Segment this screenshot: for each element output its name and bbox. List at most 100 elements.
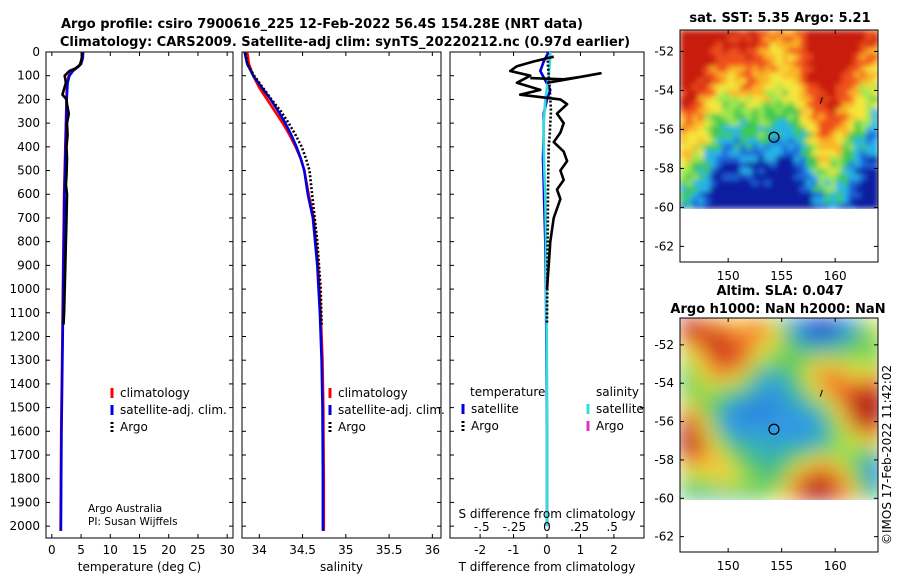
y-tick-label: 400 — [17, 140, 40, 154]
legend-label: Argo — [596, 419, 624, 433]
title-line-1: Argo profile: csiro 7900616_225 12-Feb-2… — [61, 17, 583, 32]
x-tick-label: 0 — [48, 543, 56, 557]
plot-frame — [241, 51, 442, 539]
y-tick-label: 900 — [17, 258, 40, 272]
legend-label: satellite — [471, 402, 519, 416]
y-tick-label: 800 — [17, 235, 40, 249]
legend-label: climatology — [120, 386, 190, 400]
x-axis-label: T difference from climatology — [458, 560, 636, 574]
sla-map-title-2: Argo h1000: NaN h2000: NaN — [670, 302, 885, 317]
map-y-tick-label: -54 — [654, 376, 674, 390]
top-axis-label: S difference from climatology — [459, 507, 636, 521]
top-tick-label: 0 — [543, 520, 551, 534]
x-tick-label: 0 — [543, 543, 551, 557]
y-tick-label: 500 — [17, 164, 40, 178]
map-x-tick-label: 160 — [824, 269, 847, 283]
x-tick-label: 35 — [338, 543, 353, 557]
map-y-tick-label: -58 — [654, 453, 674, 467]
x-tick-label: 15 — [132, 543, 147, 557]
series-line-argo — [61, 53, 84, 325]
map-x-tick-label: 155 — [770, 559, 793, 573]
x-tick-label: 34.5 — [289, 543, 316, 557]
map-field-blur — [680, 318, 878, 500]
map-y-tick-label: -56 — [654, 122, 674, 136]
top-tick-label: -.5 — [474, 520, 490, 534]
y-tick-label: 100 — [17, 69, 40, 83]
y-tick-label: 1000 — [9, 282, 40, 296]
legend-label: Argo — [471, 419, 499, 433]
map-x-tick-label: 160 — [824, 559, 847, 573]
y-tick-label: 300 — [17, 116, 40, 130]
legend-label: Argo — [338, 420, 366, 434]
map-x-tick-label: 155 — [770, 269, 793, 283]
sst-map: 150 155 160 -52 -54 -56 -58 -60 -62 — [654, 29, 879, 283]
top-tick-label: -.25 — [503, 520, 526, 534]
legend-label: satellite-adj. clim. — [338, 403, 445, 417]
y-tick-label: 1500 — [9, 401, 40, 415]
x-tick-label: 30 — [220, 543, 235, 557]
sla-map: 150 155 160 -52 -54 -56 -58 -60 -62 — [654, 317, 879, 573]
y-tick-label: 200 — [17, 92, 40, 106]
map-x-tick-label: 150 — [717, 559, 740, 573]
map-y-tick-label: -54 — [654, 83, 674, 97]
map-x-tick-label: 150 — [717, 269, 740, 283]
legend-header-salinity: salinity — [596, 385, 639, 399]
x-tick-label: 34 — [252, 543, 267, 557]
y-tick-label: 700 — [17, 211, 40, 225]
salinity-panel: 34 34.5 35 35.5 36 salinity climatology satelli… — [241, 51, 445, 574]
legend-label: satellite — [596, 402, 644, 416]
y-tick-label: 1600 — [9, 424, 40, 438]
x-tick-label: 1 — [577, 543, 585, 557]
top-tick-label: .25 — [570, 520, 589, 534]
map-y-tick-label: -58 — [654, 161, 674, 175]
x-tick-label: 2 — [610, 543, 618, 557]
map-y-tick-label: -62 — [654, 530, 674, 544]
y-tick-label: 600 — [17, 187, 40, 201]
x-tick-label: 20 — [161, 543, 176, 557]
series-line-t-argo — [508, 55, 569, 290]
legend-label: climatology — [338, 386, 408, 400]
series-line-satellite-adj-clim- — [243, 52, 325, 531]
y-tick-label: 1300 — [9, 353, 40, 367]
map-y-tick-label: -52 — [654, 44, 674, 58]
series-group — [243, 52, 326, 531]
map-field — [680, 318, 878, 500]
float-track-marker — [819, 389, 823, 397]
difference-panel: -2 -1 0 1 2 T difference from climatology -.5-… — [449, 51, 645, 574]
y-tick-label: 1700 — [9, 448, 40, 462]
x-tick-label: -2 — [474, 543, 486, 557]
title-line-2: Climatology: CARS2009. Satellite-adj cli… — [60, 35, 630, 50]
top-tick-label: .5 — [606, 520, 617, 534]
credit-pi: PI: Susan Wijffels — [88, 516, 178, 528]
float-position-marker — [768, 423, 780, 435]
map-field-blur — [680, 30, 878, 209]
x-tick-label: -1 — [508, 543, 520, 557]
x-tick-label: 36 — [425, 543, 440, 557]
x-tick-label: 10 — [103, 543, 118, 557]
float-position-marker — [768, 131, 780, 143]
map-y-tick-label: -56 — [654, 415, 674, 429]
x-axis-label: salinity — [320, 560, 363, 574]
series-group — [508, 52, 602, 527]
y-tick-label: 1900 — [9, 495, 40, 509]
map-frame — [679, 317, 879, 553]
sst-map-title: sat. SST: 5.35 Argo: 5.21 — [689, 11, 870, 26]
copyright-stamp: ©IMOS 17-Feb-2022 11:42:02 — [880, 365, 894, 545]
plot-frame — [45, 51, 234, 539]
map-y-tick-label: -52 — [654, 338, 674, 352]
map-field — [680, 30, 878, 209]
map-frame — [679, 29, 879, 263]
x-tick-label: 5 — [77, 543, 85, 557]
y-tick-label: 1800 — [9, 472, 40, 486]
y-tick-label: 1100 — [9, 306, 40, 320]
map-y-tick-label: -60 — [654, 491, 674, 505]
legend-label: Argo — [120, 420, 148, 434]
float-track-marker — [819, 97, 823, 105]
legend-label: satellite-adj. clim. — [120, 403, 227, 417]
y-tick-label: 2000 — [9, 519, 40, 533]
y-tick-label: 1200 — [9, 329, 40, 343]
x-tick-label: 25 — [190, 543, 205, 557]
series-line-t-spike-near-surface — [530, 72, 602, 85]
map-y-tick-label: -60 — [654, 200, 674, 214]
